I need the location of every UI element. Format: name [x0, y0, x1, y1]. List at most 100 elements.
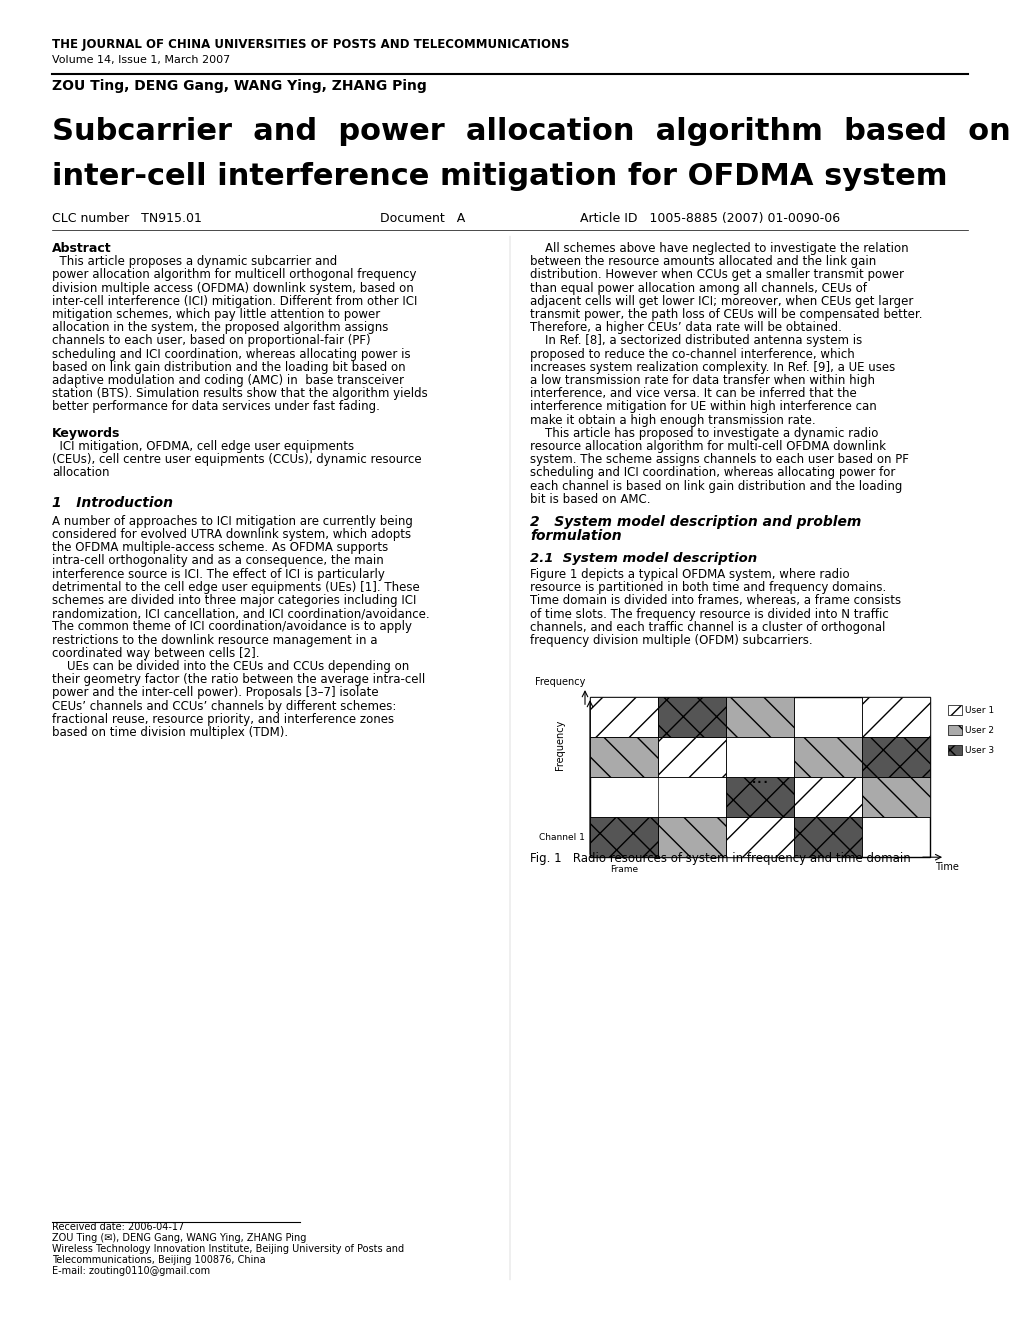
Text: resource allocation algorithm for multi-cell OFDMA downlink: resource allocation algorithm for multi-… [530, 440, 886, 453]
Bar [657, 737, 726, 777]
Text: Figure 1 depicts a typical OFDMA system, where radio: Figure 1 depicts a typical OFDMA system,… [530, 568, 849, 581]
Text: This article has proposed to investigate a dynamic radio: This article has proposed to investigate… [530, 426, 877, 440]
Bar [947, 746, 961, 755]
Bar [726, 817, 793, 857]
Text: All schemes above have neglected to investigate the relation: All schemes above have neglected to inve… [530, 242, 908, 255]
Text: interference source is ICI. The effect of ICI is particularly: interference source is ICI. The effect o… [52, 568, 384, 581]
Bar [947, 705, 961, 715]
Text: 2   System model description and problem: 2 System model description and problem [530, 515, 860, 529]
Text: fractional reuse, resource priority, and interference zones: fractional reuse, resource priority, and… [52, 713, 393, 726]
Text: 1   Introduction: 1 Introduction [52, 496, 173, 510]
Text: detrimental to the cell edge user equipments (UEs) [1]. These: detrimental to the cell edge user equipm… [52, 581, 420, 594]
Text: between the resource amounts allocated and the link gain: between the resource amounts allocated a… [530, 255, 875, 268]
Bar [861, 737, 929, 777]
Text: make it obtain a high enough transmission rate.: make it obtain a high enough transmissio… [530, 413, 815, 426]
Text: allocation: allocation [52, 466, 109, 479]
Bar [793, 817, 861, 857]
Text: Frame: Frame [609, 865, 638, 874]
Text: interference mitigation for UE within high interference can: interference mitigation for UE within hi… [530, 400, 876, 413]
Text: (CEUs), cell centre user equipments (CCUs), dynamic resource: (CEUs), cell centre user equipments (CCU… [52, 453, 421, 466]
Bar [793, 737, 861, 777]
Text: scheduling and ICI coordination, whereas allocating power for: scheduling and ICI coordination, whereas… [530, 466, 895, 479]
Text: ICI mitigation, OFDMA, cell edge user equipments: ICI mitigation, OFDMA, cell edge user eq… [52, 440, 354, 453]
Text: formulation: formulation [530, 529, 621, 543]
Text: adaptive modulation and coding (AMC) in  base transceiver: adaptive modulation and coding (AMC) in … [52, 374, 404, 387]
Bar [861, 697, 929, 737]
Bar [657, 817, 726, 857]
Bar [726, 697, 793, 737]
Text: inter-cell interference (ICI) mitigation. Different from other ICI: inter-cell interference (ICI) mitigation… [52, 294, 417, 308]
Text: This article proposes a dynamic subcarrier and: This article proposes a dynamic subcarri… [52, 255, 337, 268]
Bar [861, 777, 929, 817]
Text: increases system realization complexity. In Ref. [9], a UE uses: increases system realization complexity.… [530, 360, 895, 374]
Text: User 3: User 3 [964, 746, 994, 755]
Text: Time domain is divided into frames, whereas, a frame consists: Time domain is divided into frames, wher… [530, 594, 900, 607]
Text: adjacent cells will get lower ICI; moreover, when CEUs get larger: adjacent cells will get lower ICI; moreo… [530, 294, 912, 308]
Text: Wireless Technology Innovation Institute, Beijing University of Posts and: Wireless Technology Innovation Institute… [52, 1243, 404, 1254]
Text: the OFDMA multiple-access scheme. As OFDMA supports: the OFDMA multiple-access scheme. As OFD… [52, 541, 388, 554]
Text: than equal power allocation among all channels, CEUs of: than equal power allocation among all ch… [530, 281, 866, 294]
Text: E-mail: zouting0110@gmail.com: E-mail: zouting0110@gmail.com [52, 1266, 210, 1276]
Text: Therefore, a higher CEUs’ data rate will be obtained.: Therefore, a higher CEUs’ data rate will… [530, 321, 841, 334]
Text: of time slots. The frequency resource is divided into N traffic: of time slots. The frequency resource is… [530, 607, 888, 620]
Text: channels to each user, based on proportional-fair (PF): channels to each user, based on proporti… [52, 334, 370, 347]
Text: Keywords: Keywords [52, 426, 120, 440]
Bar [657, 697, 726, 737]
Text: In Ref. [8], a sectorized distributed antenna system is: In Ref. [8], a sectorized distributed an… [530, 334, 861, 347]
Text: ZOU Ting, DENG Gang, WANG Ying, ZHANG Ping: ZOU Ting, DENG Gang, WANG Ying, ZHANG Pi… [52, 79, 426, 92]
Text: Fig. 1   Radio resources of system in frequency and time domain: Fig. 1 Radio resources of system in freq… [530, 853, 910, 865]
Text: Channel 1: Channel 1 [539, 833, 585, 842]
Text: interference, and vice versa. It can be inferred that the: interference, and vice versa. It can be … [530, 387, 856, 400]
Text: inter-cell interference mitigation for OFDMA system: inter-cell interference mitigation for O… [52, 162, 947, 191]
Text: intra-cell orthogonality and as a consequence, the main: intra-cell orthogonality and as a conseq… [52, 554, 383, 568]
Text: randomization, ICI cancellation, and ICI coordination/avoidance.: randomization, ICI cancellation, and ICI… [52, 607, 429, 620]
Text: coordinated way between cells [2].: coordinated way between cells [2]. [52, 647, 259, 660]
Text: Volume 14, Issue 1, March 2007: Volume 14, Issue 1, March 2007 [52, 55, 230, 65]
Text: distribution. However when CCUs get a smaller transmit power: distribution. However when CCUs get a sm… [530, 268, 903, 281]
Text: scheduling and ICI coordination, whereas allocating power is: scheduling and ICI coordination, whereas… [52, 347, 411, 360]
Bar [589, 697, 657, 737]
Bar [589, 697, 929, 857]
Text: CEUs’ channels and CCUs’ channels by different schemes:: CEUs’ channels and CCUs’ channels by dif… [52, 700, 396, 713]
Text: a low transmission rate for data transfer when within high: a low transmission rate for data transfe… [530, 374, 874, 387]
Text: better performance for data services under fast fading.: better performance for data services und… [52, 400, 379, 413]
Text: power and the inter-cell power). Proposals [3–7] isolate: power and the inter-cell power). Proposa… [52, 686, 378, 700]
Text: mitigation schemes, which pay little attention to power: mitigation schemes, which pay little att… [52, 308, 380, 321]
Text: considered for evolved UTRA downlink system, which adopts: considered for evolved UTRA downlink sys… [52, 528, 411, 541]
Text: restrictions to the downlink resource management in a: restrictions to the downlink resource ma… [52, 634, 377, 647]
Bar [589, 817, 657, 857]
Text: Received date: 2006-04-17: Received date: 2006-04-17 [52, 1222, 184, 1232]
Text: CLC number   TN915.01: CLC number TN915.01 [52, 213, 202, 224]
Text: based on link gain distribution and the loading bit based on: based on link gain distribution and the … [52, 360, 406, 374]
Text: User 1: User 1 [964, 706, 994, 714]
Text: system. The scheme assigns channels to each user based on PF: system. The scheme assigns channels to e… [530, 453, 908, 466]
Text: Telecommunications, Beijing 100876, China: Telecommunications, Beijing 100876, Chin… [52, 1255, 265, 1265]
Text: ...: ... [750, 768, 768, 787]
Text: Time: Time [934, 862, 958, 873]
Text: transmit power, the path loss of CEUs will be compensated better.: transmit power, the path loss of CEUs wi… [530, 308, 921, 321]
Bar [589, 737, 657, 777]
Text: bit is based on AMC.: bit is based on AMC. [530, 492, 650, 506]
Text: User 2: User 2 [964, 726, 994, 735]
Text: their geometry factor (the ratio between the average intra-cell: their geometry factor (the ratio between… [52, 673, 425, 686]
Text: channels, and each traffic channel is a cluster of orthogonal: channels, and each traffic channel is a … [530, 620, 884, 634]
Text: Document   A: Document A [380, 213, 465, 224]
Text: Subcarrier  and  power  allocation  algorithm  based  on: Subcarrier and power allocation algorith… [52, 117, 1010, 147]
Text: Abstract: Abstract [52, 242, 111, 255]
Bar [947, 725, 961, 735]
Text: resource is partitioned in both time and frequency domains.: resource is partitioned in both time and… [530, 581, 886, 594]
Text: based on time division multiplex (TDM).: based on time division multiplex (TDM). [52, 726, 287, 739]
Text: UEs can be divided into the CEUs and CCUs depending on: UEs can be divided into the CEUs and CCU… [52, 660, 409, 673]
Bar [793, 777, 861, 817]
Text: Frequency: Frequency [554, 719, 565, 771]
Text: station (BTS). Simulation results show that the algorithm yields: station (BTS). Simulation results show t… [52, 387, 427, 400]
Text: ZOU Ting (✉), DENG Gang, WANG Ying, ZHANG Ping: ZOU Ting (✉), DENG Gang, WANG Ying, ZHAN… [52, 1233, 306, 1243]
Text: 2.1  System model description: 2.1 System model description [530, 552, 756, 565]
Text: THE JOURNAL OF CHINA UNIVERSITIES OF POSTS AND TELECOMMUNICATIONS: THE JOURNAL OF CHINA UNIVERSITIES OF POS… [52, 38, 569, 51]
Text: proposed to reduce the co-channel interference, which: proposed to reduce the co-channel interf… [530, 347, 854, 360]
Text: power allocation algorithm for multicell orthogonal frequency: power allocation algorithm for multicell… [52, 268, 416, 281]
Text: Article ID   1005-8885 (2007) 01-0090-06: Article ID 1005-8885 (2007) 01-0090-06 [580, 213, 840, 224]
Text: frequency division multiple (OFDM) subcarriers.: frequency division multiple (OFDM) subca… [530, 634, 812, 647]
Text: A number of approaches to ICI mitigation are currently being: A number of approaches to ICI mitigation… [52, 515, 413, 528]
Bar [726, 777, 793, 817]
